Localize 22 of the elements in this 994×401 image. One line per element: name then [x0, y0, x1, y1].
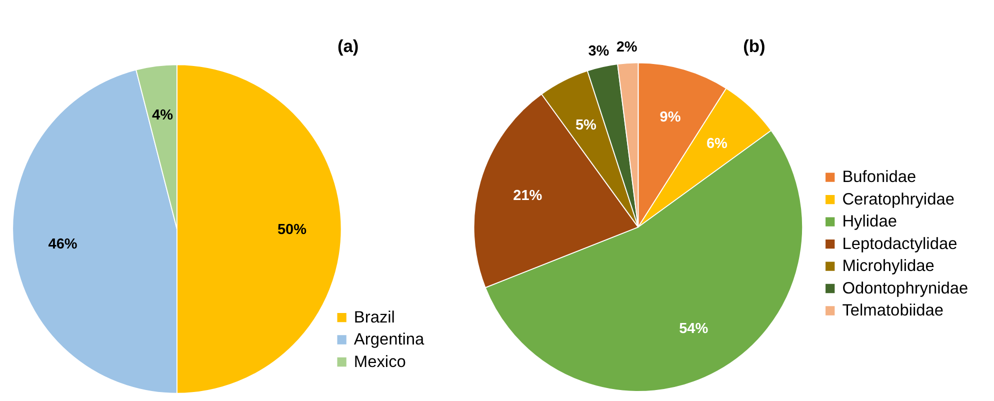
data-label: 21% [513, 188, 542, 204]
legend-label: Bufonidae [842, 168, 916, 186]
data-label: 6% [706, 136, 728, 152]
data-label: 9% [660, 109, 681, 126]
legend-label: Ceratophryidae [842, 190, 954, 208]
legend-label: Leptodactylidae [842, 234, 958, 253]
legend-label: Odontophrynidae [842, 279, 968, 298]
data-label: 54% [679, 320, 708, 337]
chart-title: (a) [337, 36, 359, 56]
legend-label: Microhylidae [842, 257, 934, 276]
data-label: 46% [48, 236, 78, 252]
data-label: 2% [616, 39, 638, 56]
legend-label: Telmatobiidae [842, 302, 944, 320]
legend-label: Argentina [354, 330, 426, 349]
chart-title: (b) [743, 36, 766, 56]
legend-label: Hylidae [842, 212, 897, 231]
data-label: 5% [575, 117, 597, 134]
legend-label: Brazil [354, 308, 395, 326]
data-label: 3% [588, 43, 610, 60]
legend-label: Mexico [354, 352, 406, 371]
data-label: 4% [152, 108, 174, 124]
data-label: 50% [277, 222, 307, 238]
